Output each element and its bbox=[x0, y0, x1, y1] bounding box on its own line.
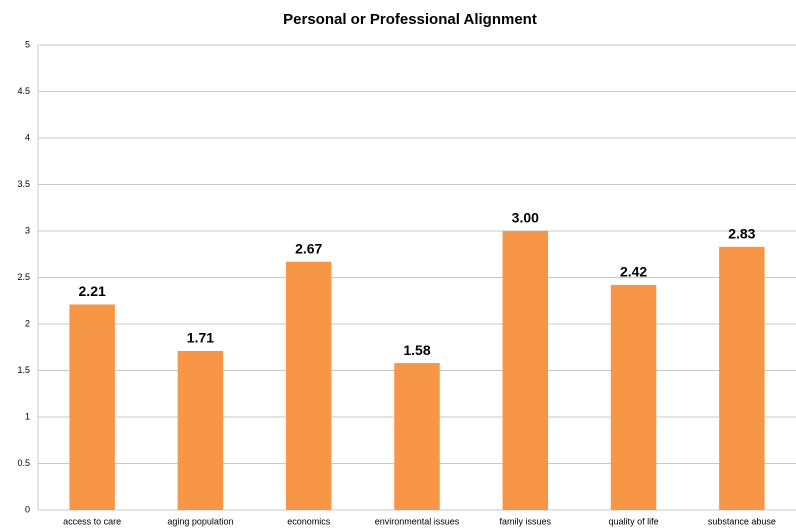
bar bbox=[394, 363, 440, 510]
y-tick-label: 1 bbox=[25, 411, 30, 421]
bar bbox=[719, 246, 765, 510]
bar bbox=[285, 261, 332, 510]
value-label: 2.67 bbox=[295, 240, 322, 256]
y-tick-label: 1.5 bbox=[17, 365, 30, 375]
x-tick-label: aging population bbox=[167, 516, 233, 526]
bar bbox=[177, 350, 224, 510]
y-tick-label: 4.5 bbox=[17, 86, 30, 96]
value-label: 1.71 bbox=[187, 330, 214, 346]
bar bbox=[502, 231, 549, 510]
bar bbox=[69, 304, 115, 510]
bar bbox=[610, 284, 657, 510]
x-tick-label: environmental issues bbox=[375, 516, 460, 526]
value-label: 2.42 bbox=[620, 264, 647, 280]
x-tick-label: quality of life bbox=[609, 516, 659, 526]
value-label: 2.21 bbox=[79, 283, 106, 299]
value-label: 2.83 bbox=[728, 226, 755, 242]
y-tick-label: 4 bbox=[25, 132, 30, 142]
chart-title: Personal or Professional Alignment bbox=[283, 11, 537, 28]
y-tick-label: 0 bbox=[25, 504, 30, 514]
y-tick-label: 3.5 bbox=[17, 179, 30, 189]
y-tick-label: 2.5 bbox=[17, 272, 30, 282]
x-tick-label: family issues bbox=[500, 516, 552, 526]
x-tick-label: access to care bbox=[63, 516, 121, 526]
x-tick-label: economics bbox=[287, 516, 331, 526]
value-label: 3.00 bbox=[512, 210, 539, 226]
y-tick-label: 5 bbox=[25, 39, 30, 49]
y-tick-label: 0.5 bbox=[17, 458, 30, 468]
value-label: 1.58 bbox=[403, 342, 430, 358]
x-tick-label: substance abuse bbox=[708, 516, 776, 526]
y-tick-label: 2 bbox=[25, 318, 30, 328]
y-tick-label: 3 bbox=[25, 225, 30, 235]
